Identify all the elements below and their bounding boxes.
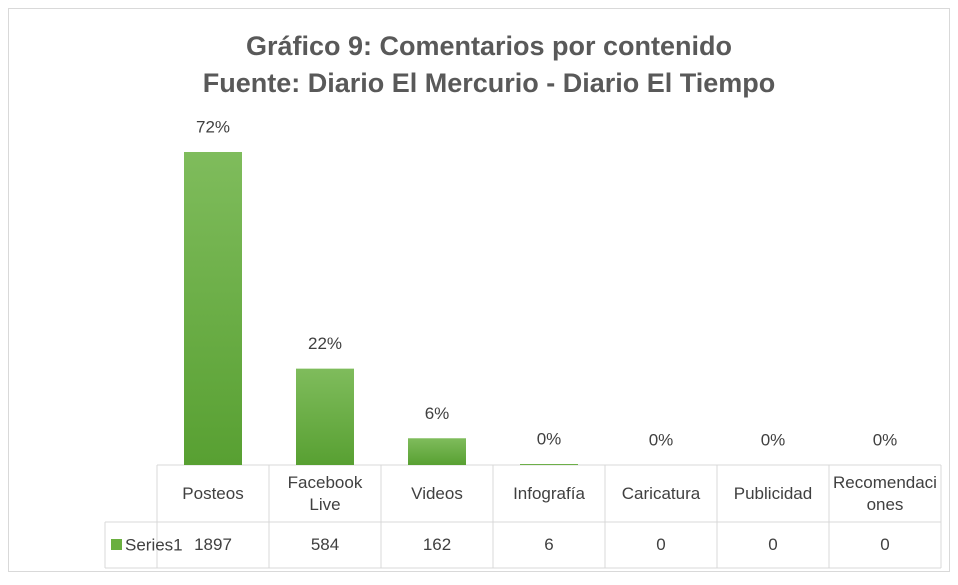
table-value-box: 0 — [768, 535, 778, 555]
category-label: Infografía — [513, 483, 585, 503]
table-value: 584 — [310, 535, 340, 555]
bar — [408, 438, 466, 465]
table-value: 0 — [880, 535, 890, 555]
category-label: Facebook Live — [287, 473, 363, 514]
category-label-box: Recomendaciones — [833, 473, 937, 514]
legend-label: Series1 — [125, 535, 183, 554]
bar — [184, 152, 242, 465]
category-label-box: Publicidad — [733, 483, 813, 503]
category-label: Caricatura — [621, 483, 701, 503]
chart-subtitle: Fuente: Diario El Mercurio - Diario El T… — [203, 68, 776, 98]
category-label: Recomendaciones — [833, 473, 937, 514]
table-value: 162 — [422, 535, 452, 555]
category-label-box: Caricatura — [621, 483, 701, 503]
category-label: Posteos — [182, 483, 244, 503]
table-value: 6 — [544, 535, 554, 555]
table-value: 0 — [656, 535, 666, 555]
data-label: 72% — [196, 117, 230, 136]
table-value-box: 0 — [656, 535, 666, 555]
category-label-box: Facebook Live — [287, 473, 363, 514]
bar — [296, 368, 354, 465]
table-value-box: 584 — [310, 535, 340, 555]
table-value: 1897 — [194, 535, 232, 555]
chart-border — [8, 8, 950, 572]
table-value-box: 6 — [544, 535, 554, 555]
category-label: Videos — [411, 483, 463, 503]
data-label: 0% — [537, 429, 562, 448]
data-label: 0% — [761, 430, 786, 449]
table-value-box: 0 — [880, 535, 890, 555]
table-value-box: 1897 — [194, 535, 232, 555]
bar — [520, 464, 578, 465]
chart-title: Gráfico 9: Comentarios por contenido — [246, 31, 732, 61]
table-value: 0 — [768, 535, 778, 555]
data-label: 0% — [873, 430, 898, 449]
data-label: 22% — [308, 334, 342, 353]
category-label-box: Infografía — [513, 483, 585, 503]
table-value-box: 162 — [422, 535, 452, 555]
category-label-box: Posteos — [182, 483, 244, 503]
data-label: 0% — [649, 430, 674, 449]
category-label: Publicidad — [733, 483, 813, 503]
data-label: 6% — [425, 404, 450, 423]
legend-swatch — [111, 539, 122, 550]
category-label-box: Videos — [411, 483, 463, 503]
